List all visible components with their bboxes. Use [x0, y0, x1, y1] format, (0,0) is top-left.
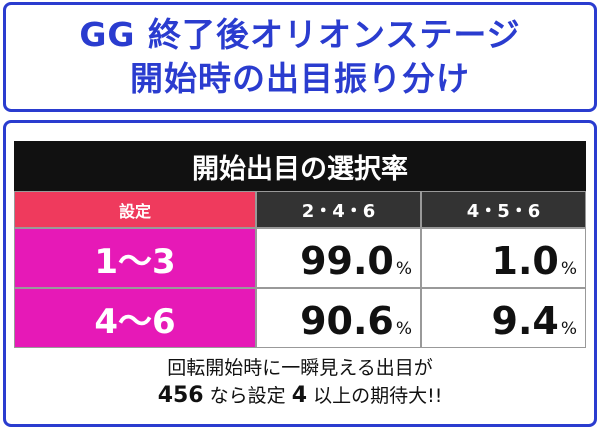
unit: %: [560, 319, 577, 339]
title-line: GG 終了後オリオンステージ: [79, 15, 521, 54]
note-line: 回転開始時に一瞬見える出目が: [14, 355, 586, 382]
row-label: 1～3: [14, 228, 256, 288]
note-text: 以上の期待大!!: [307, 385, 443, 407]
note-text: 456: [157, 383, 204, 408]
value-cell: 90.6%: [256, 288, 421, 348]
value-cell: 99.0%: [256, 228, 421, 288]
row-label: 4～6: [14, 288, 256, 348]
note-text: なら設定: [203, 385, 292, 407]
title-line: 開始時の出目振り分け: [130, 59, 470, 98]
table-box: 開始出目の選択率 設定 2・4・6 4・5・6 1～3 99.0% 1.0% 4～6 90.6…: [3, 120, 597, 427]
value-cell: 9.4%: [421, 288, 586, 348]
note-text: 回転開始時に一瞬見える出目が: [167, 357, 433, 379]
value: 99.0: [300, 239, 394, 283]
value: 90.6: [300, 299, 394, 343]
value: 1.0: [491, 239, 559, 283]
note-line: 456 なら設定 4 以上の期待大!!: [14, 382, 586, 410]
value-cell: 1.0%: [421, 228, 586, 288]
unit: %: [395, 259, 412, 279]
table-title: 開始出目の選択率: [14, 141, 586, 191]
title-box: GG 終了後オリオンステージ 開始時の出目振り分け: [3, 2, 597, 112]
table: 設定 2・4・6 4・5・6 1～3 99.0% 1.0% 4～6 90.6% 9.4%: [14, 191, 586, 348]
column-header: 4・5・6: [421, 191, 586, 228]
column-header: 2・4・6: [256, 191, 421, 228]
column-header: 設定: [14, 191, 256, 228]
value: 9.4: [491, 299, 559, 343]
note-text: 4: [291, 383, 308, 408]
unit: %: [560, 259, 577, 279]
unit: %: [395, 319, 412, 339]
note: 回転開始時に一瞬見える出目が 456 なら設定 4 以上の期待大!!: [14, 355, 586, 410]
